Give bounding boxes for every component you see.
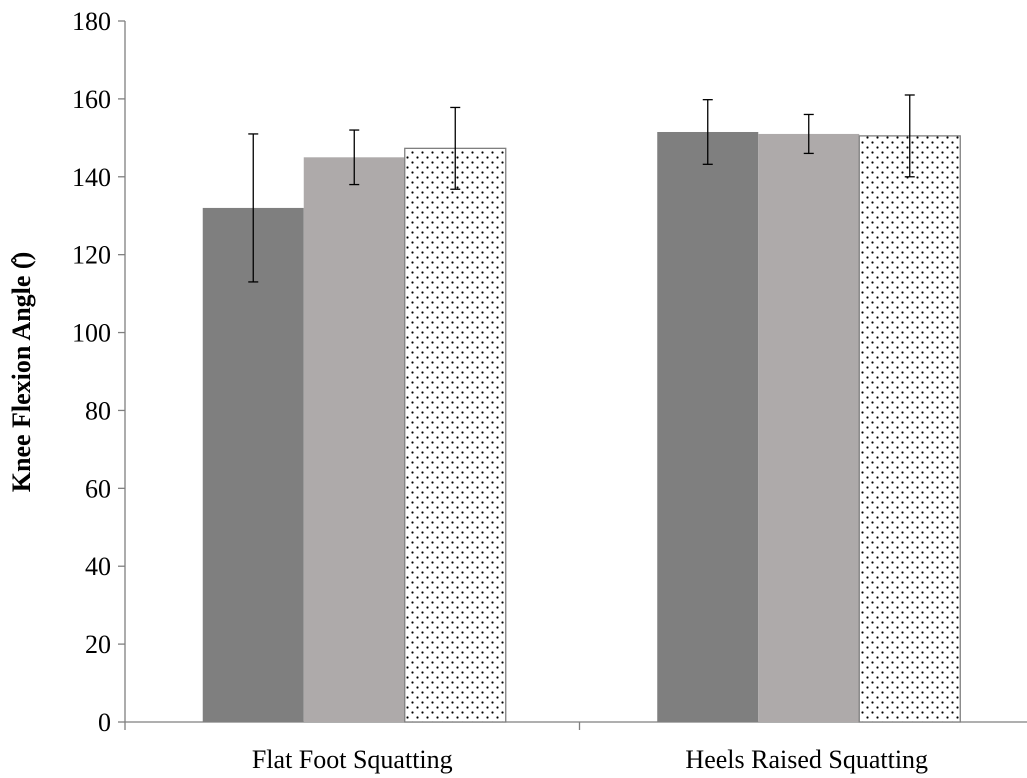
bar bbox=[858, 135, 961, 723]
bar bbox=[758, 133, 860, 722]
y-tick-label: 100 bbox=[72, 319, 111, 348]
y-tick-label: 20 bbox=[85, 630, 111, 659]
y-axis-title: Knee Flexion Angle (̊) bbox=[7, 252, 36, 492]
y-tick-label: 140 bbox=[72, 163, 111, 192]
y-tick-label: 180 bbox=[72, 7, 111, 36]
bar bbox=[303, 157, 405, 723]
x-category-label: Heels Raised Squatting bbox=[685, 745, 928, 774]
y-tick-label: 80 bbox=[85, 396, 111, 425]
y-tick-label: 60 bbox=[85, 474, 111, 503]
error-bars bbox=[248, 94, 915, 283]
labels: 0 20 40 60 80 100 120 140 160 180 Flat Foot Squatt… bbox=[72, 7, 928, 774]
bar bbox=[404, 147, 507, 723]
y-tick-label: 160 bbox=[72, 85, 111, 114]
bars bbox=[202, 131, 961, 723]
y-tick-label: 120 bbox=[72, 241, 111, 270]
bar bbox=[657, 131, 759, 722]
y-tick-label: 0 bbox=[98, 708, 111, 737]
y-tick-label: 40 bbox=[85, 552, 111, 581]
bar bbox=[202, 207, 304, 722]
x-category-label: Flat Foot Squatting bbox=[252, 745, 453, 774]
